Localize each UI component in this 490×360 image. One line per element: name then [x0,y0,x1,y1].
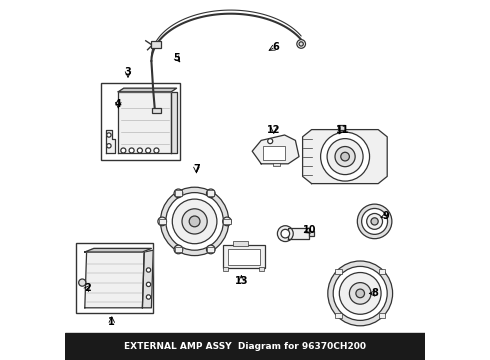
Circle shape [339,273,381,314]
Polygon shape [118,92,171,153]
Polygon shape [252,135,299,164]
Bar [207,190,215,196]
Text: 9: 9 [382,211,389,221]
Circle shape [147,282,151,287]
Circle shape [356,289,365,298]
Circle shape [182,209,207,234]
Circle shape [335,147,355,167]
Circle shape [121,148,126,153]
Circle shape [79,279,86,286]
Bar [101,83,180,160]
Polygon shape [118,88,176,92]
Circle shape [206,189,215,198]
Text: 4: 4 [115,99,122,109]
Polygon shape [288,228,309,239]
Bar [65,333,425,360]
Text: 2: 2 [84,283,91,293]
Circle shape [166,193,223,250]
Circle shape [222,217,231,226]
Bar [151,41,161,48]
Circle shape [147,295,151,299]
Polygon shape [171,92,176,153]
Circle shape [297,40,305,48]
Circle shape [189,216,200,227]
Bar [273,163,280,166]
Bar [259,267,265,271]
Bar [76,243,153,313]
Bar [379,312,385,318]
Circle shape [281,229,290,238]
Circle shape [320,132,369,181]
Circle shape [174,189,183,198]
Circle shape [172,199,217,244]
Circle shape [206,245,215,254]
Bar [335,269,342,274]
Circle shape [158,217,167,226]
Circle shape [268,139,273,144]
Circle shape [174,245,183,254]
Bar [152,108,161,113]
Circle shape [357,204,392,239]
Bar [207,247,215,252]
Circle shape [367,213,383,229]
Circle shape [327,139,363,175]
Bar [233,241,248,246]
Polygon shape [106,130,116,153]
Circle shape [371,218,378,225]
Circle shape [362,208,388,234]
Circle shape [341,152,349,161]
Circle shape [107,133,111,137]
Bar [335,312,342,318]
Circle shape [349,283,371,304]
Text: 5: 5 [173,53,180,63]
Text: EXTERNAL AMP ASSY  Diagram for 96370CH200: EXTERNAL AMP ASSY Diagram for 96370CH200 [124,342,366,351]
Bar [175,247,182,252]
Text: 1: 1 [108,317,115,327]
Bar [159,219,166,224]
Circle shape [146,148,151,153]
Bar [309,231,314,236]
Text: 6: 6 [272,42,279,52]
Polygon shape [85,248,151,252]
Circle shape [328,261,392,326]
Circle shape [154,148,159,153]
Bar [379,269,385,274]
Text: 13: 13 [235,276,248,286]
Circle shape [277,226,293,242]
Circle shape [333,266,387,320]
Text: 3: 3 [124,67,131,77]
Bar [263,146,285,160]
Circle shape [160,187,229,256]
Polygon shape [303,130,387,184]
Polygon shape [85,252,144,308]
Text: 10: 10 [303,225,317,235]
Bar [223,267,228,271]
Bar [223,245,265,268]
Polygon shape [143,250,153,308]
Circle shape [107,144,111,148]
Circle shape [137,148,143,153]
Text: 12: 12 [267,125,281,135]
Bar [228,249,260,265]
Bar [223,219,231,224]
Bar [175,190,182,196]
Circle shape [129,148,134,153]
Text: 8: 8 [371,288,378,298]
Circle shape [147,268,151,272]
Bar [338,125,345,130]
Text: 11: 11 [336,125,349,135]
Text: 7: 7 [193,164,200,174]
Circle shape [299,42,303,46]
